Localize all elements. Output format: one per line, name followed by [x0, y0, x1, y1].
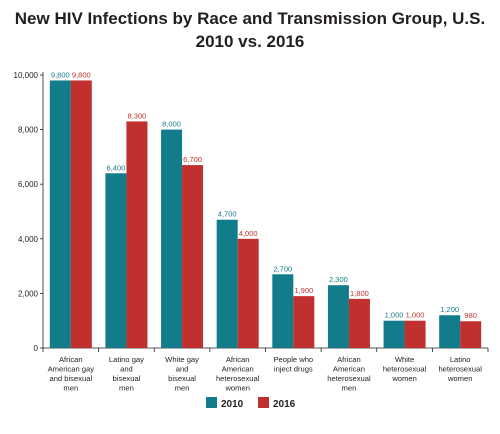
x-tick-label: bisexual — [168, 374, 196, 383]
data-label-2010: 2,300 — [329, 275, 348, 284]
bar-2010 — [161, 129, 183, 348]
x-tick-label: heterosexual — [438, 365, 482, 374]
bar-2016 — [460, 321, 482, 348]
bar-2016 — [182, 165, 204, 348]
x-tick-label: and — [120, 365, 133, 374]
x-tick-label: men — [342, 384, 357, 393]
x-tick-label: American — [222, 365, 254, 374]
y-tick-label: 6,000 — [18, 180, 39, 189]
bar-2016 — [293, 296, 315, 348]
data-label-2010: 2,700 — [273, 264, 292, 273]
data-label-2016: 1,000 — [406, 311, 425, 320]
data-label-2016: 1,900 — [294, 286, 313, 295]
data-label-2016: 8,300 — [128, 111, 147, 120]
bar-2016 — [126, 121, 148, 348]
x-tick-label: bisexual — [113, 374, 141, 383]
x-tick-label: women — [447, 374, 472, 383]
bar-2010 — [49, 80, 71, 349]
x-tick-label: inject drugs — [274, 365, 313, 374]
x-tick-label: heterosexual — [327, 374, 371, 383]
x-tick-label: Latino — [450, 355, 471, 364]
x-tick-label: American gay — [48, 365, 95, 374]
x-tick-label: African — [226, 355, 250, 364]
y-tick-label: 0 — [34, 344, 39, 353]
bar-2016 — [237, 238, 259, 348]
y-tick-label: 2,000 — [18, 289, 39, 298]
y-tick-label: 4,000 — [18, 235, 39, 244]
data-label-2016: 980 — [464, 311, 477, 320]
chart-subtitle: 2010 vs. 2016 — [195, 32, 305, 51]
x-tick-label: African — [59, 355, 83, 364]
bar-2016 — [404, 320, 426, 348]
x-tick-label: and — [176, 365, 189, 374]
data-label-2010: 8,000 — [162, 120, 181, 129]
x-tick-label: White gay — [165, 355, 199, 364]
x-tick-label: women — [391, 374, 416, 383]
bar-2010 — [105, 173, 127, 348]
bar-2010 — [327, 285, 349, 348]
legend-label-2010: 2010 — [221, 399, 244, 410]
data-label-2016: 9,800 — [72, 70, 91, 79]
y-tick-label: 10,000 — [14, 71, 39, 80]
x-tick-label: White — [395, 355, 414, 364]
bar-2016 — [70, 80, 92, 349]
bar-2010 — [216, 219, 238, 348]
chart-title: New HIV Infections by Race and Transmiss… — [14, 9, 486, 28]
x-tick-label: heterosexual — [383, 365, 427, 374]
bar-2010 — [272, 274, 294, 348]
data-label-2010: 1,200 — [440, 305, 459, 314]
bar-2010 — [383, 320, 405, 348]
data-label-2016: 4,000 — [239, 229, 258, 238]
legend-swatch-2010 — [206, 397, 217, 408]
x-tick-label: women — [224, 384, 249, 393]
x-tick-label: men — [175, 384, 190, 393]
bar-2016 — [348, 298, 370, 348]
legend-swatch-2016 — [258, 397, 269, 408]
data-label-2010: 1,000 — [385, 311, 404, 320]
data-label-2016: 6,700 — [183, 155, 202, 164]
bar-2010 — [439, 315, 461, 348]
x-tick-label: American — [333, 365, 365, 374]
x-tick-label: heterosexual — [216, 374, 260, 383]
data-label-2016: 1,800 — [350, 289, 369, 298]
data-label-2010: 6,400 — [107, 163, 126, 172]
x-tick-label: and bisexual — [49, 374, 92, 383]
x-tick-label: African — [337, 355, 361, 364]
x-tick-label: People who — [273, 355, 313, 364]
x-tick-label: men — [63, 384, 78, 393]
x-tick-label: Latino gay — [109, 355, 144, 364]
data-label-2010: 4,700 — [218, 210, 237, 219]
y-tick-label: 8,000 — [18, 126, 39, 135]
x-tick-label: men — [119, 384, 134, 393]
legend-label-2016: 2016 — [273, 399, 296, 410]
data-label-2010: 9,800 — [51, 70, 70, 79]
